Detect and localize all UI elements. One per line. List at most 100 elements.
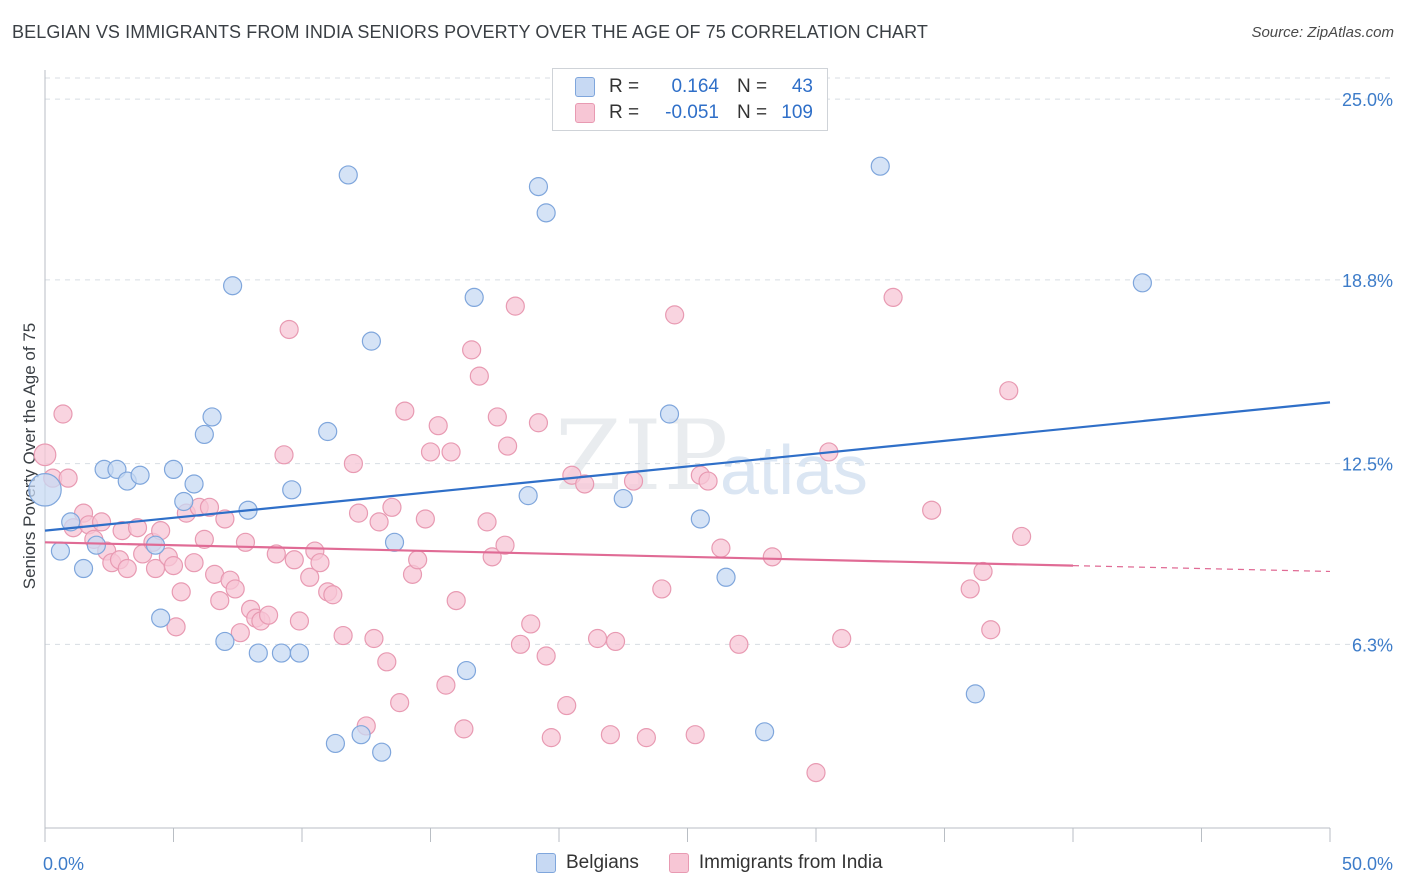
belgian-point [184, 474, 204, 494]
india-point [163, 556, 184, 576]
india-point [521, 614, 541, 634]
legend-row-india: R = -0.051 N = 109 [575, 101, 813, 125]
y-tick-label: 25.0% [1342, 90, 1393, 110]
india-point [166, 617, 186, 637]
india-point [652, 579, 672, 599]
india-trend-line-dashed [1072, 565, 1331, 573]
india-point [343, 453, 363, 474]
belgian-point [86, 535, 107, 555]
india-point [729, 634, 749, 654]
bottom-legend-swatch-blue [536, 853, 556, 873]
india-point [462, 340, 482, 360]
x-tick-label: 0.0% [43, 854, 84, 874]
india-point [541, 728, 561, 748]
belgian-point [50, 541, 71, 561]
india-point [477, 512, 497, 532]
bottom-legend-swatch-pink [668, 853, 689, 873]
india-point [636, 728, 656, 748]
india-point [806, 763, 826, 783]
legend-r-label: R = [609, 102, 640, 123]
india-point [469, 366, 489, 386]
india-point [323, 585, 343, 605]
legend: R = 0.164 N = 43 R = -0.051 N = 109 [552, 68, 828, 131]
india-point [711, 538, 731, 558]
india-point [999, 381, 1019, 401]
india-point [587, 628, 608, 649]
belgian-point [536, 203, 556, 223]
india-point [415, 509, 435, 529]
belgian-point [754, 722, 775, 742]
india-point [91, 512, 112, 532]
india-point [117, 558, 137, 579]
india-point [225, 579, 245, 599]
india-point [922, 500, 942, 520]
belgian-point [174, 491, 194, 512]
india-point [194, 529, 214, 549]
india-point [505, 296, 525, 316]
watermark-atlas: atlas [720, 431, 868, 509]
india-point [364, 628, 384, 649]
india-point [266, 544, 286, 564]
india-point [171, 582, 191, 602]
belgian-point [351, 725, 371, 745]
belgian-trend-line [44, 401, 1331, 532]
india-point [333, 625, 353, 646]
india-point [274, 445, 294, 465]
india-point [698, 471, 718, 491]
india-point [369, 512, 389, 532]
india-point [53, 404, 73, 424]
india-point [495, 535, 515, 555]
india-point [215, 509, 235, 529]
india-point [883, 287, 903, 307]
belgian-point [870, 156, 890, 176]
india-point [528, 413, 549, 433]
india-point [510, 634, 531, 654]
india-point [33, 443, 57, 467]
india-point [289, 611, 310, 631]
india-point [441, 442, 461, 462]
india-point [395, 401, 415, 421]
india-point [210, 590, 230, 611]
india-point [199, 497, 220, 517]
india-point [390, 693, 410, 713]
india-point [310, 553, 330, 573]
bottom-legend: Belgians Immigrants from India [536, 852, 913, 874]
legend-r-label: R = [609, 76, 640, 97]
india-point [557, 695, 577, 716]
india-point [420, 442, 441, 462]
india-point [446, 590, 466, 611]
belgian-point [151, 608, 171, 628]
india-point [762, 547, 782, 567]
y-tick-label: 12.5% [1342, 455, 1393, 475]
y-tick-label: 18.8% [1342, 271, 1393, 291]
belgian-point [215, 631, 235, 652]
india-point [605, 631, 626, 652]
y-tick-label: 6.3% [1352, 635, 1393, 655]
legend-n-label: N = [737, 102, 768, 123]
belgian-point [518, 486, 538, 506]
belgian-point [690, 509, 710, 529]
belgian-point [73, 558, 94, 579]
india-point [665, 305, 685, 325]
belgian-point [248, 643, 268, 663]
belgian-point [659, 404, 680, 424]
india-point [575, 474, 595, 494]
legend-r-value: -0.051 [665, 102, 719, 123]
legend-r-value: 0.164 [671, 76, 719, 97]
india-point [348, 503, 369, 523]
legend-swatch-pink [575, 103, 595, 123]
india-point [536, 646, 556, 666]
belgian-point [464, 287, 484, 307]
india-point [230, 623, 250, 643]
india-point [377, 652, 397, 672]
india-point [58, 468, 78, 488]
belgian-point [271, 643, 292, 663]
belgian-point [163, 459, 184, 480]
india-point [382, 497, 402, 517]
india-point [428, 416, 448, 436]
india-point [832, 628, 852, 649]
belgian-point [613, 488, 633, 509]
india-point [436, 675, 456, 695]
india-point [1011, 526, 1032, 547]
